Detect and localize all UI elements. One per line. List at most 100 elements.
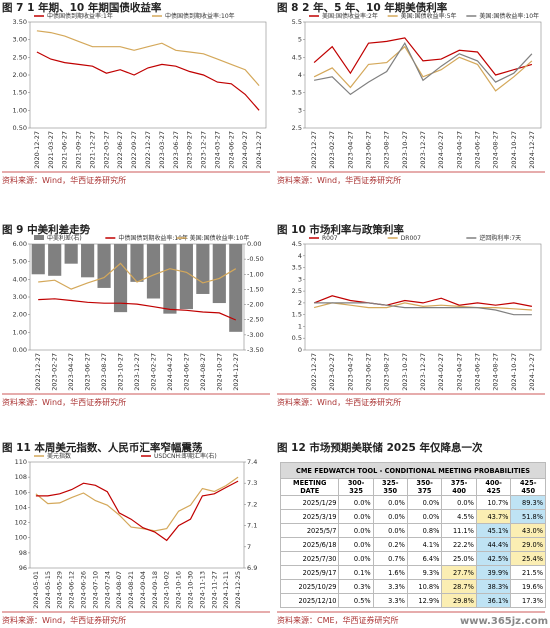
y-tick-label: 108 bbox=[15, 473, 27, 481]
x-tick-label: 2021-09-27 bbox=[75, 131, 83, 169]
x-tick-label: 2024-10-02 bbox=[163, 571, 171, 609]
probability-cell: 0.0% bbox=[372, 509, 408, 524]
meeting-date: 2025/1/29 bbox=[279, 495, 340, 510]
y-tick-label: 5.00 bbox=[13, 258, 27, 266]
plot-frame bbox=[304, 21, 542, 129]
y-tick-label: 2.00 bbox=[13, 71, 27, 79]
meeting-date: 2025/5/7 bbox=[279, 523, 340, 538]
probability-cell: 17.3% bbox=[510, 593, 546, 608]
x-tick-label: 2022-12-27 bbox=[310, 131, 318, 169]
legend-label: 中债国债到期收益率:10年 bbox=[165, 12, 235, 20]
x-tick-label: 2023-06-27 bbox=[84, 353, 92, 391]
x-tick-label: 2024-06-12 bbox=[68, 571, 76, 609]
probability-cell: 45.1% bbox=[475, 523, 512, 538]
y-tick-label: 4 bbox=[298, 71, 302, 79]
y2-tick-label: 7.3 bbox=[247, 479, 257, 487]
plot-frame bbox=[29, 21, 267, 129]
x-tick-label: 2024-07-10 bbox=[91, 571, 99, 609]
y-tick-label: 5 bbox=[298, 36, 302, 44]
column-header: 425-450 bbox=[510, 478, 546, 496]
panel-title: 图 8 2 年、5 年、10 年期美债利率 bbox=[277, 1, 448, 14]
x-tick-label: 2023-04-27 bbox=[346, 353, 354, 391]
x-tick-label: 2024-08-07 bbox=[115, 571, 123, 609]
y2-tick-label: 0.00 bbox=[247, 240, 261, 248]
probability-cell: 0.0% bbox=[406, 495, 443, 510]
source-note: 资料来源：Wind，华西证券研究所 bbox=[277, 175, 401, 185]
y-tick-label: 2.50 bbox=[13, 53, 27, 61]
table-row: 2025/6/18 0.0% 0.2% 4.1% 22.2% 44.4% 29.0% bbox=[279, 537, 546, 552]
legend-label: 逆回购利率:7天 bbox=[479, 234, 521, 242]
x-tick-label: 2023-03-27 bbox=[158, 131, 166, 169]
y2-tick-label: -0.50 bbox=[247, 255, 264, 263]
header-row: MEETING DATE 300-325 325-350 350-375 375-400… bbox=[279, 478, 546, 496]
panel-title: 图 12 市场预期美联储 2025 年仅降息一次 bbox=[277, 441, 483, 454]
probability-cell: 27.7% bbox=[441, 565, 477, 580]
y-tick-label: 6.00 bbox=[13, 240, 27, 248]
legend-swatch bbox=[34, 235, 44, 240]
x-tick-label: 2024-06-27 bbox=[182, 353, 190, 391]
x-tick-label: 2024-08-27 bbox=[492, 353, 500, 391]
x-tick-label: 2023-02-27 bbox=[328, 353, 336, 391]
table-row: 2025/10/29 0.3% 3.3% 10.8% 28.7% 38.3% 19.6% bbox=[279, 579, 546, 594]
legend-label: R007 bbox=[322, 235, 338, 242]
probability-cell: 0.7% bbox=[372, 551, 408, 566]
y-tick-label: 1 bbox=[298, 322, 302, 330]
probability-cell: 89.3% bbox=[510, 495, 546, 510]
meeting-date: 2025/12/10 bbox=[279, 593, 340, 608]
y-tick-label: 0 bbox=[298, 346, 302, 354]
y-tick-label: 2.00 bbox=[13, 311, 27, 319]
meeting-date: 2025/7/30 bbox=[279, 551, 340, 566]
table-row: 2025/3/19 0.0% 0.0% 0.0% 4.5% 43.7% 51.8% bbox=[279, 509, 546, 524]
y2-tick-label: -1.50 bbox=[247, 285, 264, 293]
probability-cell: 0.0% bbox=[372, 523, 408, 538]
x-tick-label: 2024-09-18 bbox=[151, 571, 159, 609]
x-tick-label: 2024-08-27 bbox=[492, 131, 500, 169]
bar bbox=[146, 244, 161, 299]
x-tick-label: 2024-09-04 bbox=[139, 571, 147, 609]
x-tick-label: 2021-06-27 bbox=[61, 131, 69, 169]
source-note: 资料来源：Wind，华西证券研究所 bbox=[277, 397, 401, 407]
column-header: 400-425 bbox=[475, 478, 512, 496]
x-tick-label: 2024-12-25 bbox=[234, 571, 242, 609]
bar bbox=[97, 244, 111, 288]
y2-tick-label: -3.50 bbox=[247, 346, 264, 354]
source-note: 资料来源：Wind，华西证券研究所 bbox=[2, 615, 126, 625]
x-tick-label: 2021-12-27 bbox=[88, 131, 96, 169]
meeting-date: 2025/3/19 bbox=[279, 509, 340, 524]
series-line bbox=[313, 302, 532, 311]
panel-title: 图 9 中美利差走势 bbox=[2, 223, 91, 236]
probability-cell: 0.0% bbox=[406, 509, 443, 524]
probability-cell: 0.3% bbox=[338, 579, 374, 594]
x-tick-label: 2024-10-30 bbox=[187, 571, 195, 609]
x-tick-label: 2024-04-27 bbox=[455, 353, 463, 391]
bar bbox=[130, 244, 144, 282]
probability-cell: 0.0% bbox=[338, 537, 374, 552]
legend-label: 美国:国债收益率:2年 bbox=[322, 12, 378, 20]
column-header: 375-400 bbox=[441, 478, 477, 496]
series-line bbox=[313, 45, 533, 92]
y2-tick-label: -3.00 bbox=[247, 331, 264, 339]
x-tick-label: 2024-06-27 bbox=[473, 131, 481, 169]
x-tick-label: 2023-12-27 bbox=[200, 131, 208, 169]
x-tick-label: 2024-06-26 bbox=[80, 571, 88, 609]
x-tick-label: 2023-06-27 bbox=[172, 131, 180, 169]
x-tick-label: 2022-12-27 bbox=[310, 353, 318, 391]
table-caption: CME FEDWATCH TOOL - CONDITIONAL MEETING … bbox=[280, 462, 546, 479]
plot-frame bbox=[304, 243, 542, 351]
x-tick-label: 2024-09-27 bbox=[241, 131, 249, 169]
y-tick-label: 1.50 bbox=[13, 89, 27, 97]
bar bbox=[81, 244, 95, 278]
series-line bbox=[313, 295, 533, 307]
probability-cell: 0.1% bbox=[338, 565, 374, 580]
column-header: 325-350 bbox=[372, 478, 408, 496]
y-tick-label: 4.5 bbox=[292, 53, 302, 61]
x-tick-label: 2024-11-13 bbox=[198, 571, 206, 609]
bar bbox=[64, 244, 78, 264]
x-tick-label: 2021-03-27 bbox=[47, 131, 55, 169]
y-tick-label: 2.5 bbox=[292, 124, 302, 132]
x-tick-label: 2022-12-27 bbox=[144, 131, 152, 169]
probability-cell: 0.0% bbox=[372, 495, 408, 510]
bar bbox=[229, 244, 243, 332]
